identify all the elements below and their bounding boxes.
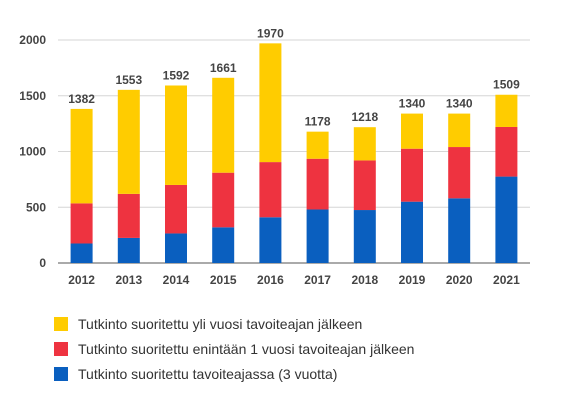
bar-segment (212, 227, 235, 263)
x-tick-label: 2021 (493, 273, 520, 287)
x-tick-label: 2015 (210, 273, 237, 287)
total-label: 1178 (305, 115, 331, 129)
bar-segment (117, 193, 140, 238)
total-label: 1509 (493, 78, 520, 92)
y-tick-label: 1000 (19, 145, 46, 159)
bar-segment (70, 203, 93, 244)
bar-segment (306, 209, 329, 263)
total-label: 1382 (68, 92, 95, 106)
y-tick-label: 500 (26, 200, 46, 214)
bar-segment (401, 148, 423, 202)
bar-segment (259, 217, 282, 263)
bar-segment (448, 147, 471, 199)
bar-segment (448, 198, 471, 263)
bar-segment (353, 160, 376, 211)
bar-segment (495, 176, 518, 263)
bar-segment (306, 158, 329, 210)
x-tick-label: 2018 (351, 273, 378, 287)
bar-segment (495, 126, 518, 177)
bar-segment (117, 89, 140, 194)
y-tick-label: 1500 (19, 89, 46, 103)
legend-label: Tutkinto suoritettu yli vuosi tavoiteaja… (78, 315, 363, 332)
total-label: 1340 (446, 97, 473, 111)
bar-segment (259, 162, 282, 218)
x-axis-ticks: 2012 2013 2014 2015 2016 2017 2018 2019 2020 2021 (68, 273, 520, 287)
bar-segment (212, 172, 235, 228)
legend-item: Tutkinto suoritettu tavoiteajassa (3 vuo… (54, 361, 414, 386)
x-tick-label: 2014 (163, 273, 190, 287)
bar-segment (259, 43, 282, 163)
total-label: 1553 (115, 73, 142, 87)
bar-segment (165, 85, 187, 185)
bar-segment (353, 127, 376, 161)
total-label: 1592 (163, 68, 190, 82)
bar-segment (306, 131, 329, 159)
bar-segment (212, 77, 235, 173)
bar-segment (401, 201, 423, 263)
legend-swatch (54, 366, 68, 381)
x-tick-label: 2012 (68, 273, 95, 287)
y-axis-ticks: 0 500 1000 1500 2000 (19, 33, 46, 270)
stacked-bar-chart: 0 500 1000 1500 2000 1382 1553 1592 1661 1970 117… (19, 26, 530, 287)
total-label: 1970 (257, 26, 284, 40)
x-tick-label: 2013 (115, 273, 142, 287)
total-label: 1218 (351, 110, 378, 124)
legend-label: Tutkinto suoritettu tavoiteajassa (3 vuo… (78, 365, 338, 382)
total-label: 1661 (210, 61, 237, 75)
y-tick-label: 2000 (19, 33, 46, 47)
bars (70, 43, 518, 263)
bar-segment (353, 210, 376, 263)
total-labels: 1382 1553 1592 1661 1970 1178 1218 1340 1340 1509 (68, 26, 520, 128)
bar-segment (495, 94, 518, 127)
legend-swatch (54, 316, 68, 331)
legend-swatch (54, 341, 68, 356)
legend-label: Tutkinto suoritettu enintään 1 vuosi tav… (78, 340, 415, 357)
x-tick-label: 2017 (304, 273, 331, 287)
legend: Tutkinto suoritettu yli vuosi tavoiteaja… (54, 311, 414, 386)
x-tick-label: 2020 (446, 273, 473, 287)
bar-segment (165, 233, 187, 263)
legend-item: Tutkinto suoritettu enintään 1 vuosi tav… (54, 336, 414, 361)
bar-segment (70, 108, 93, 204)
y-tick-label: 0 (39, 256, 46, 270)
total-label: 1340 (399, 97, 426, 111)
legend-item: Tutkinto suoritettu yli vuosi tavoiteaja… (54, 311, 414, 336)
bar-segment (70, 243, 93, 263)
bar-segment (117, 237, 140, 263)
x-tick-label: 2016 (257, 273, 284, 287)
x-tick-label: 2019 (399, 273, 426, 287)
bar-segment (401, 113, 423, 149)
bar-segment (165, 184, 187, 234)
bar-segment (448, 113, 471, 148)
